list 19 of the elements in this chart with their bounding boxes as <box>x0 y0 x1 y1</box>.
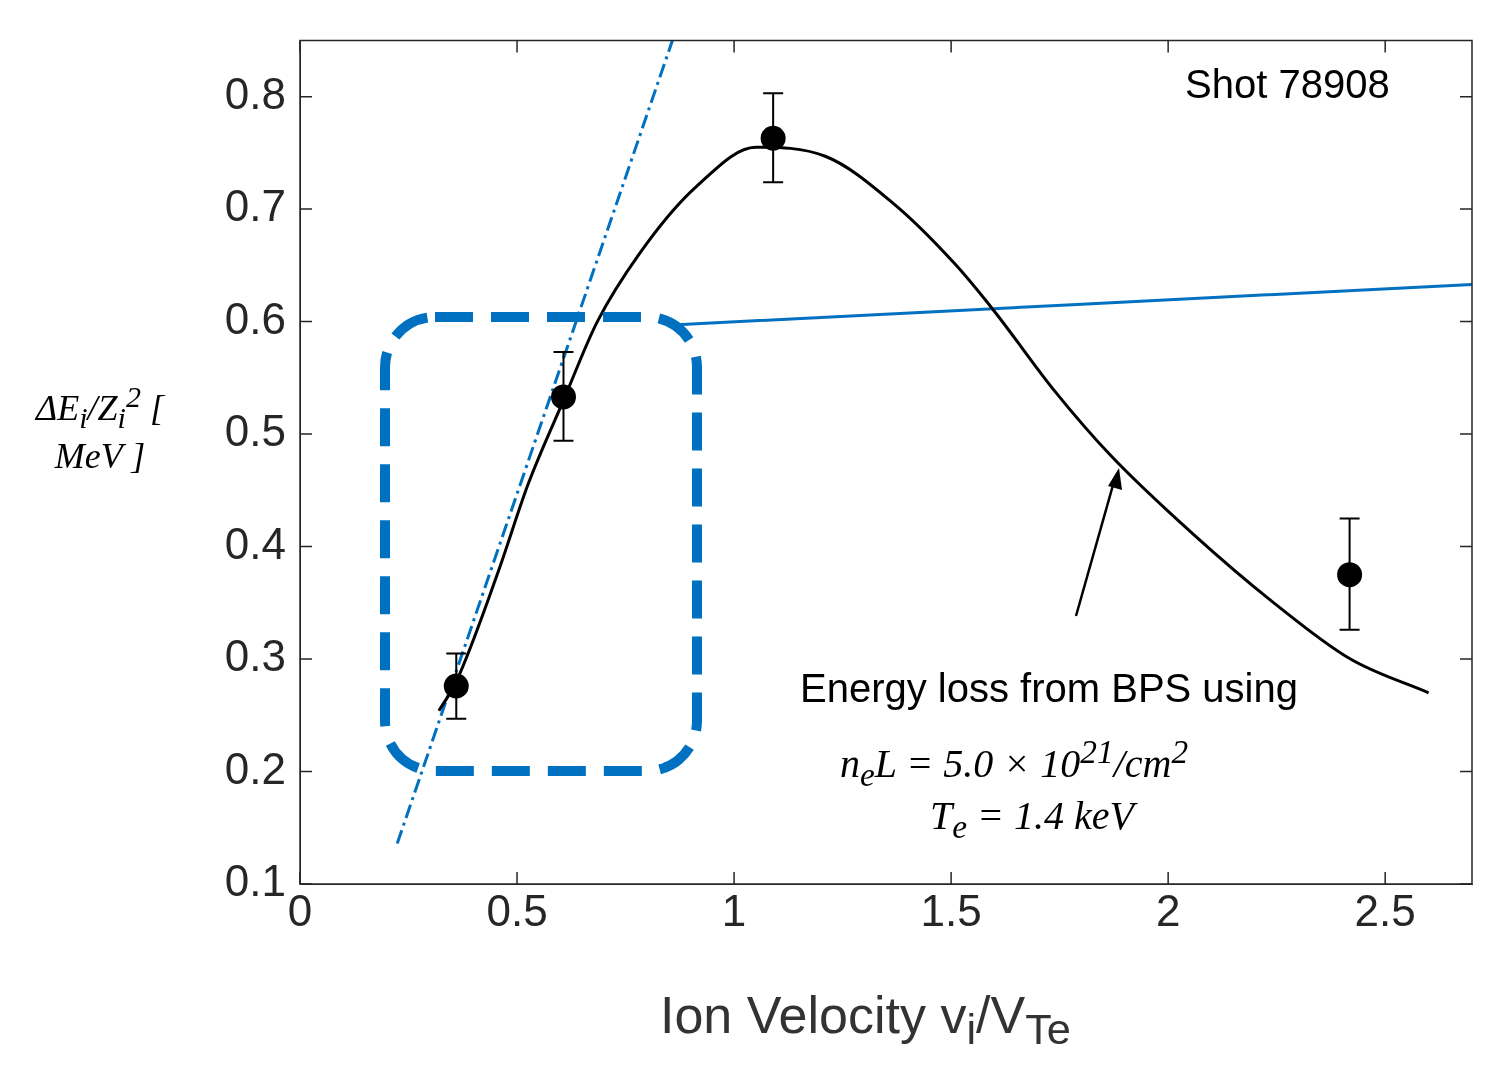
x-tick-label: 1.5 <box>920 885 982 935</box>
x-tick-label: 2.5 <box>1354 885 1416 935</box>
y-tick-label: 0.6 <box>224 293 286 343</box>
x-tick-label: 1 <box>721 885 747 935</box>
annotation: Shot 78908 <box>1185 62 1390 107</box>
y-axis-title: ΔE$_{i}$/Z$_{i}$$^{2}$ [ MeV ] <box>34 380 167 478</box>
y-tick-label: 0.5 <box>224 406 286 456</box>
annotation: Energy loss from BPS using <box>800 666 1298 711</box>
x-tick-label: 0.5 <box>486 885 548 935</box>
y-tick-label: 0.7 <box>224 181 286 231</box>
y-tick-label: 0.2 <box>224 743 286 793</box>
x-tick-label: 0 <box>287 885 313 935</box>
y-tick-label: 0.4 <box>224 518 286 568</box>
y-tick-label: 0.1 <box>224 856 286 906</box>
annotation: n$_{e}$L = 5.0 × 10$^{21}$/cm$^{2}$ <box>840 733 1189 795</box>
x-tick-label: 2 <box>1155 885 1181 935</box>
y-tick-label: 0.8 <box>224 68 286 118</box>
y-tick-label: 0.3 <box>224 631 286 681</box>
x-axis-title: Ion Velocity v$_{i}$/V$_{Te}$ <box>660 985 1071 1055</box>
